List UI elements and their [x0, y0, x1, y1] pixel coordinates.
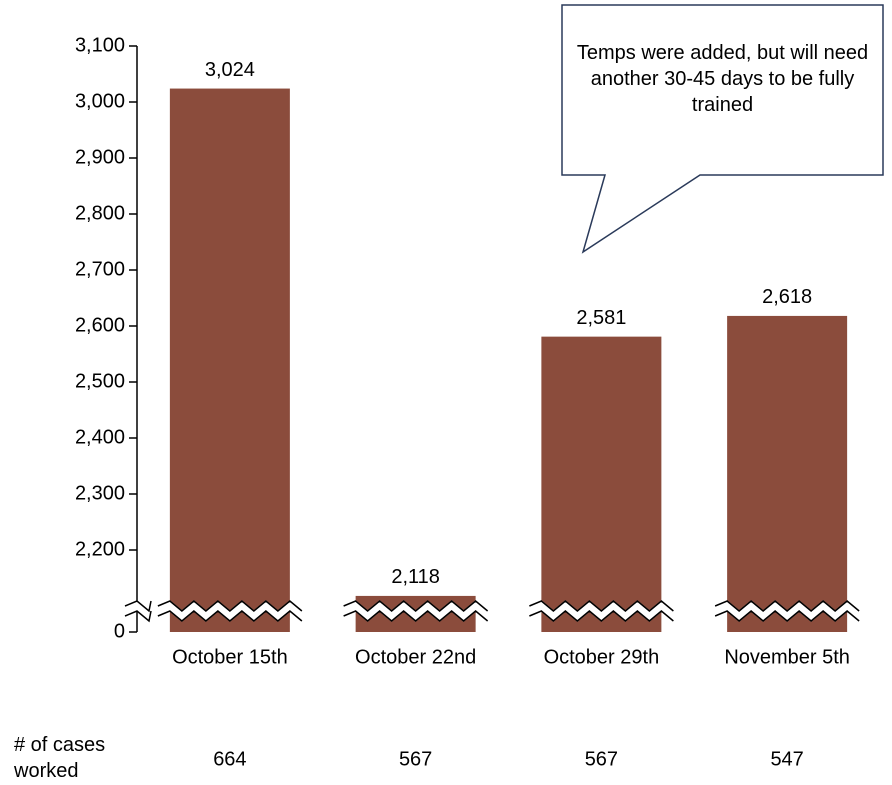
y-tick-label: 0 — [114, 620, 125, 642]
y-tick-label: 2,200 — [75, 538, 125, 560]
y-tick-label: 2,500 — [75, 370, 125, 392]
x-tick-label: October 29th — [544, 646, 660, 668]
y-tick-label: 3,100 — [75, 34, 125, 56]
axis-break — [529, 600, 674, 612]
bar — [727, 315, 848, 632]
y-tick-label: 2,900 — [75, 146, 125, 168]
y-tick-label: 2,800 — [75, 202, 125, 224]
axis-break — [527, 600, 677, 622]
cases-value: 567 — [399, 748, 432, 770]
cases-value: 664 — [213, 748, 246, 770]
x-tick-label: October 15th — [172, 646, 288, 668]
y-tick-label: 2,600 — [75, 314, 125, 336]
axis-break — [157, 600, 303, 612]
y-tick-label: 2,400 — [75, 426, 125, 448]
axis-break — [713, 600, 863, 622]
value-label: 2,118 — [391, 566, 440, 588]
axis-break — [343, 600, 489, 612]
axis-break — [714, 600, 860, 612]
cases-value: 547 — [770, 748, 803, 770]
axis-break — [124, 600, 152, 613]
axis-break — [124, 610, 152, 623]
y-tick-label: 2,300 — [75, 482, 125, 504]
callout-text: Temps were added, but will need another … — [576, 42, 869, 116]
axis-break — [714, 610, 860, 622]
callout — [561, 4, 884, 254]
bar — [541, 336, 662, 632]
cases-value: 567 — [585, 748, 618, 770]
x-tick-label: November 5th — [724, 646, 850, 668]
axis-break — [156, 600, 305, 622]
axis-break — [157, 610, 303, 622]
axis-break — [529, 610, 674, 622]
value-label: 2,581 — [576, 307, 626, 329]
cases-label: # of cases worked — [14, 734, 106, 782]
axis-break — [343, 610, 489, 622]
value-label: 2,618 — [762, 286, 812, 308]
y-tick-label: 3,000 — [75, 90, 125, 112]
callout-text-box: Temps were added, but will need another … — [576, 42, 869, 116]
x-tick-label: October 22nd — [355, 646, 476, 668]
axis-break — [341, 600, 491, 622]
axis-break — [123, 600, 156, 625]
y-tick-label: 2,700 — [75, 258, 125, 280]
cases-label-box: # of cases worked — [14, 734, 106, 782]
bar — [169, 88, 290, 632]
value-label: 3,024 — [205, 59, 255, 81]
